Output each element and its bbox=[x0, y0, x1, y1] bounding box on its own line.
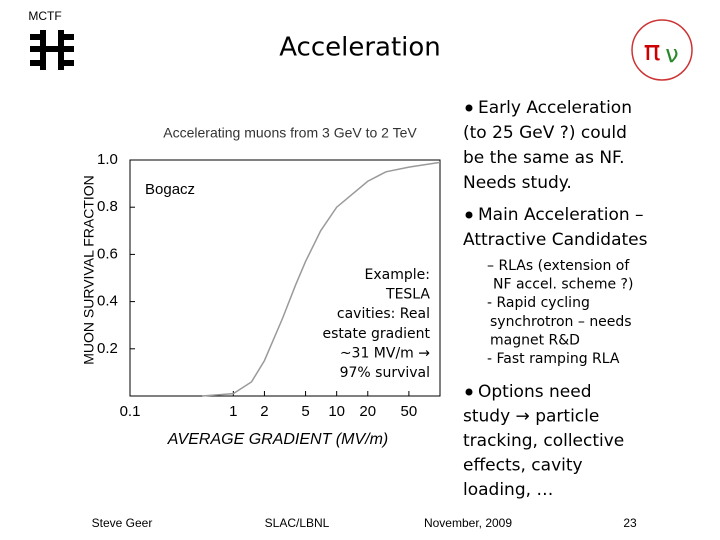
footer-venue: SLAC/LBNL bbox=[265, 516, 330, 530]
example-note: cavities: Real bbox=[337, 306, 430, 322]
bullet-dot bbox=[465, 388, 473, 396]
y-tick-label: 0.6 bbox=[97, 245, 118, 262]
slide-title: Acceleration bbox=[279, 33, 441, 63]
example-note: 97% survival bbox=[340, 365, 430, 381]
bullet-text: Main Acceleration – bbox=[478, 205, 644, 225]
bullet-text: loading, … bbox=[463, 480, 553, 500]
example-note: Example: bbox=[365, 267, 430, 283]
sub-bullet-text: NF accel. scheme ?) bbox=[493, 277, 633, 293]
chart-title: Accelerating muons from 3 GeV to 2 TeV bbox=[163, 125, 417, 141]
footer-page: 23 bbox=[623, 516, 637, 530]
svg-text:ν: ν bbox=[665, 40, 678, 68]
x-tick-label: 1 bbox=[229, 403, 237, 420]
example-note: TESLA bbox=[385, 287, 430, 303]
y-tick-label: 0.2 bbox=[97, 340, 118, 357]
example-note: ~31 MV/m → bbox=[340, 345, 430, 361]
x-tick-label: 2 bbox=[260, 403, 268, 420]
sub-bullet-text: synchrotron – needs bbox=[490, 314, 632, 330]
bullet-text: Attractive Candidates bbox=[463, 230, 648, 250]
y-tick-label: 0.8 bbox=[97, 198, 118, 215]
fermilab-logo bbox=[30, 30, 74, 70]
bullet-text: study → particle bbox=[463, 407, 599, 427]
example-note: estate gradient bbox=[322, 326, 430, 342]
bullet-text: Early Acceleration bbox=[478, 98, 632, 118]
x-tick-label: 20 bbox=[359, 403, 376, 420]
y-tick-label: 0.4 bbox=[97, 293, 118, 310]
sub-bullet-text: – RLAs (extension of bbox=[487, 258, 630, 274]
survival-curve bbox=[202, 161, 441, 397]
footer-author: Steve Geer bbox=[92, 516, 153, 530]
x-tick-label: 50 bbox=[401, 403, 418, 420]
nf-logo: π ν bbox=[631, 19, 693, 81]
x-tick-label: 10 bbox=[328, 403, 345, 420]
x-tick-label: 0.1 bbox=[120, 403, 141, 420]
y-axis-label: MUON SURVIVAL FRACTION bbox=[81, 175, 97, 365]
bullet-text: be the same as NF. bbox=[463, 148, 625, 168]
annotation: Bogacz bbox=[145, 181, 195, 198]
plot-frame bbox=[129, 159, 441, 397]
x-tick-label: 5 bbox=[301, 403, 309, 420]
svg-text:π: π bbox=[644, 34, 661, 67]
y-tick-label: 1.0 bbox=[97, 151, 118, 168]
bullet-dot bbox=[465, 104, 473, 112]
sub-bullet-text: magnet R&D bbox=[490, 332, 580, 348]
footer-date: November, 2009 bbox=[424, 516, 512, 530]
bullet-text: (to 25 GeV ?) could bbox=[463, 123, 627, 143]
bullet-text: effects, cavity bbox=[463, 456, 583, 476]
sub-bullet-text: - Fast ramping RLA bbox=[487, 351, 620, 367]
sub-bullet-text: - Rapid cycling bbox=[487, 295, 590, 311]
bullet-text: Needs study. bbox=[463, 173, 572, 193]
bullet-text: tracking, collective bbox=[463, 431, 624, 451]
logo-text: MCTF bbox=[28, 9, 61, 23]
x-axis-label: AVERAGE GRADIENT (MV/m) bbox=[167, 431, 388, 448]
bullet-text: Options need bbox=[478, 382, 591, 402]
bullet-dot bbox=[465, 211, 473, 219]
